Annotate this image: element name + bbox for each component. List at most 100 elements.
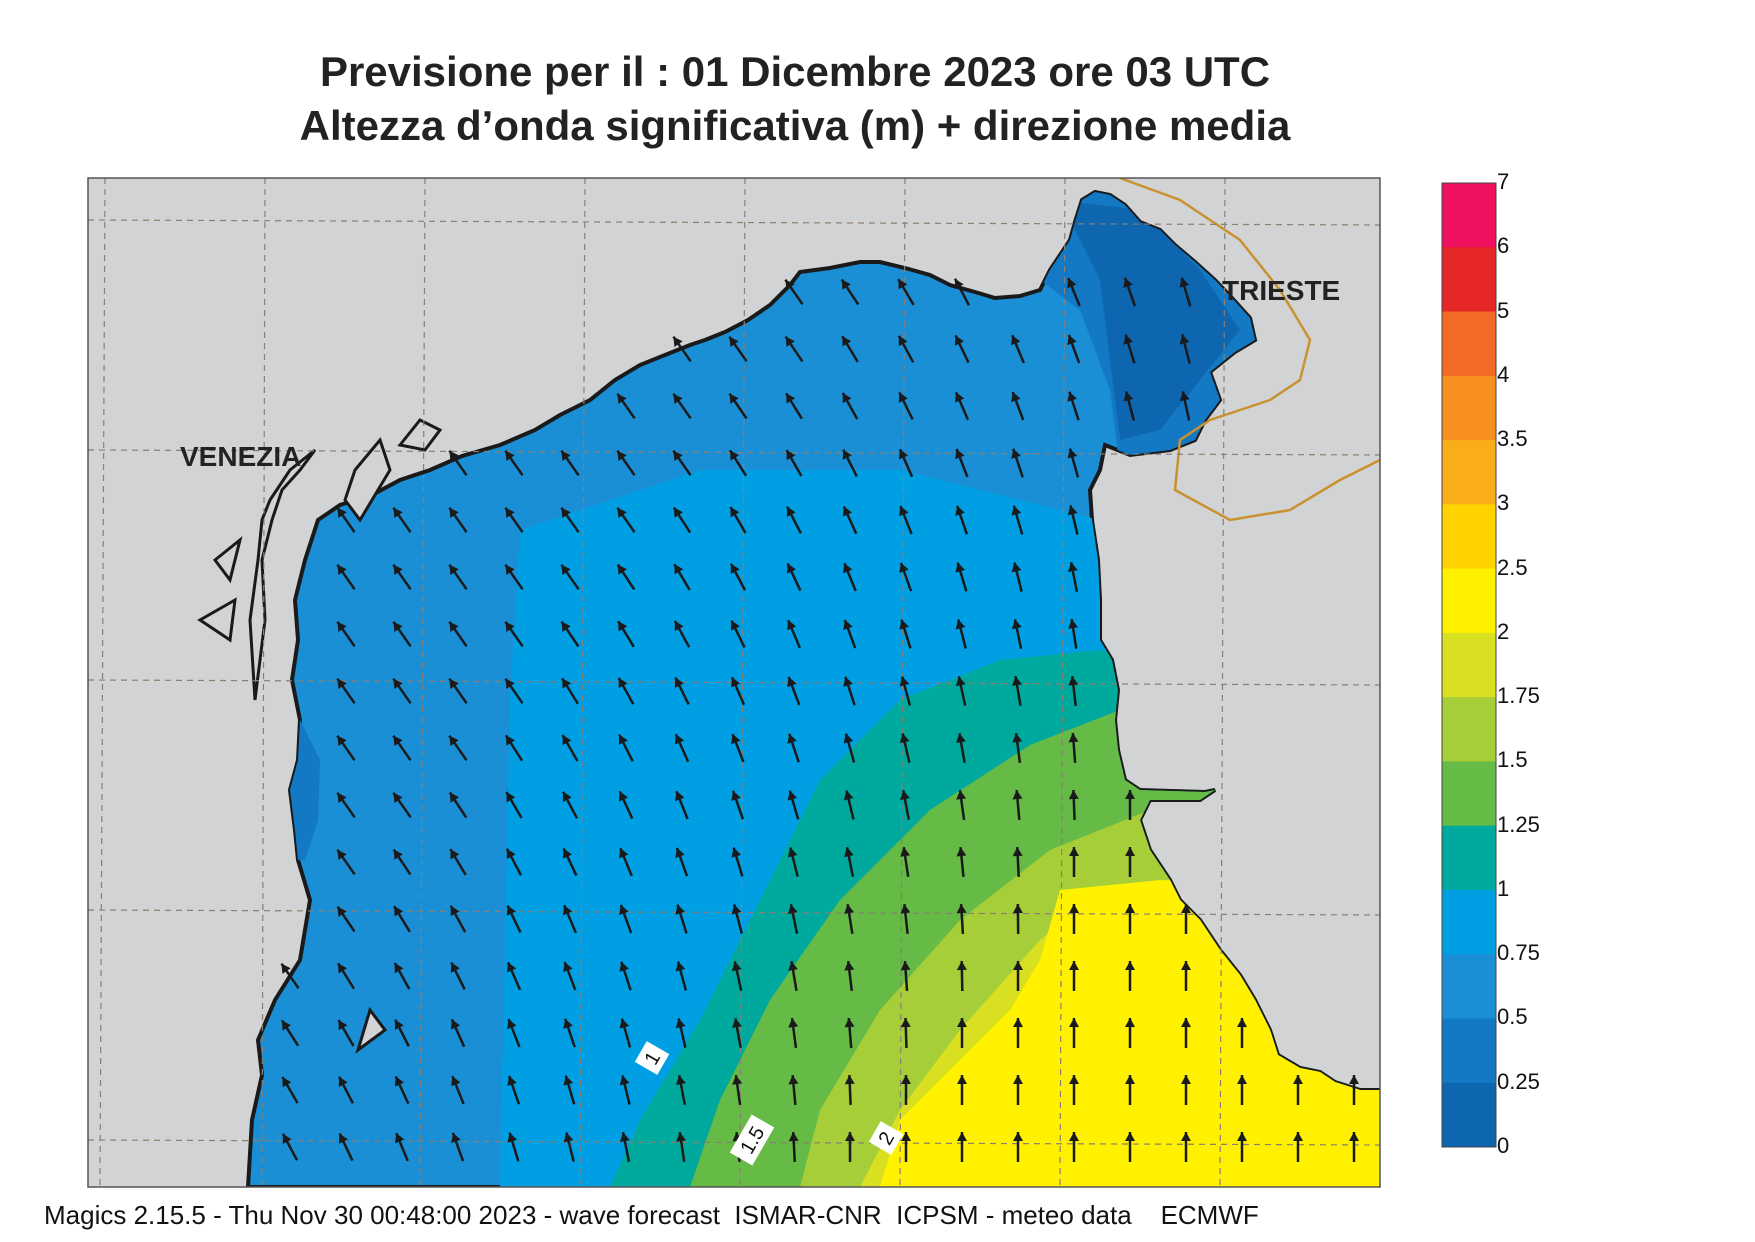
wave-arrow-head: [1179, 277, 1190, 288]
wave-arrow-head: [898, 335, 908, 347]
wave-arrow-head: [1125, 1132, 1135, 1141]
wave-arrow-head: [788, 1018, 799, 1028]
wave-arrow-head: [337, 621, 347, 632]
wave-arrow-head: [731, 734, 741, 745]
legend-swatch: [1442, 568, 1496, 634]
wave-arrow-head: [393, 792, 403, 803]
wave-arrow-head: [1012, 676, 1022, 686]
wave-arrow-head: [844, 1132, 855, 1142]
wave-arrow-head: [619, 1075, 630, 1086]
wave-arrow-head: [898, 392, 908, 403]
wave-arrow-head: [842, 449, 852, 460]
wave-arrow-head: [337, 849, 347, 860]
wave-arrow-head: [451, 1076, 461, 1087]
wave-arrow-head: [507, 1132, 518, 1143]
wave-arrow-head: [394, 962, 404, 974]
legend-swatch: [1442, 1018, 1496, 1084]
wave-arrow-head: [561, 621, 571, 632]
wave-arrow-head: [900, 1018, 911, 1028]
wave-arrow-head: [843, 733, 854, 744]
wave-arrow-head: [1125, 961, 1135, 970]
wave-arrow-head: [841, 279, 851, 290]
wave-arrow-head: [449, 678, 459, 689]
wave-arrow-head: [954, 335, 964, 346]
legend-label: 0.5: [1497, 1004, 1528, 1030]
map-area: 1 1.5 2 VENEZIA TRIESTE: [88, 178, 1380, 1187]
wave-arrow-head: [1069, 847, 1079, 856]
legend-label: 1.5: [1497, 747, 1528, 773]
wave-arrow-head: [899, 506, 909, 517]
wave-arrow-head: [731, 904, 742, 915]
wave-arrow-head: [844, 1018, 855, 1028]
wave-arrow-head: [1123, 391, 1134, 402]
wave-arrow-head: [1011, 391, 1021, 403]
wave-arrow-head: [955, 619, 966, 630]
wave-arrow-head: [675, 1075, 686, 1086]
wave-arrow-head: [730, 563, 740, 575]
wave-arrow-head: [730, 507, 740, 518]
wave-arrow-head: [729, 393, 739, 404]
contour-label-2: 2: [868, 1121, 904, 1155]
legend-label: 1.25: [1497, 811, 1540, 837]
wave-arrow-head: [786, 449, 796, 461]
forecast-subtitle: Altezza d’onda significativa (m) + direz…: [299, 102, 1291, 149]
wave-arrow-head: [449, 735, 459, 746]
wave-arrow-head: [898, 279, 908, 290]
wave-arrow-head: [449, 450, 459, 461]
wave-arrow-head: [506, 905, 516, 916]
wave-arrow-head: [281, 963, 291, 974]
wave-arrow-head: [844, 1075, 855, 1085]
legend-label: 7: [1497, 169, 1510, 194]
wave-arrow-head: [786, 563, 796, 574]
legend-swatch: [1442, 311, 1496, 377]
legend-swatch: [1442, 889, 1496, 955]
wave-arrow-head: [1125, 1075, 1135, 1084]
wave-arrow-head: [674, 677, 684, 688]
wave-arrow-head: [1011, 619, 1022, 630]
wave-arrow-head: [787, 904, 798, 915]
wave-arrow-head: [450, 962, 460, 973]
wave-arrow-head: [787, 676, 797, 688]
wave-arrow-head: [1013, 961, 1023, 970]
wave-arrow-head: [507, 1075, 517, 1086]
wave-arrow-head: [563, 1075, 574, 1086]
wave-arrow-head: [563, 1018, 573, 1029]
wave-arrow-head: [843, 847, 854, 858]
wave-arrow-head: [675, 1018, 686, 1029]
wave-arrow-head: [787, 620, 797, 631]
wave-arrow-head: [1069, 1018, 1079, 1027]
wave-arrow-head: [901, 1075, 911, 1084]
footer-credits: Magics 2.15.5 - Thu Nov 30 00:48:00 2023…: [44, 1200, 1259, 1230]
wave-arrow-head: [673, 336, 683, 347]
wave-arrow-head: [617, 564, 627, 575]
wave-arrow-head: [561, 564, 571, 575]
wave-arrow-head: [282, 1133, 292, 1145]
color-legend: [1441, 182, 1497, 1148]
wave-arrow-head: [673, 450, 683, 461]
wave-arrow-head: [731, 790, 741, 801]
wave-arrow-head: [505, 564, 515, 575]
legend-swatch: [1442, 247, 1496, 313]
wave-arrow-head: [394, 906, 404, 917]
wave-arrow-head: [1012, 847, 1023, 857]
wave-arrow-head: [619, 904, 629, 916]
wave-arrow-head: [282, 1077, 292, 1088]
wave-arrow-head: [785, 336, 795, 347]
legend-label: 3.5: [1497, 426, 1528, 452]
wave-arrow-head: [449, 792, 459, 803]
wave-arrow-head: [506, 792, 516, 803]
wave-arrow-head: [1011, 505, 1022, 516]
wave-arrow-head: [505, 621, 515, 632]
wave-arrow-head: [1123, 334, 1134, 345]
wave-arrow-head: [1013, 1075, 1023, 1084]
wave-arrow-head: [1067, 278, 1077, 289]
wave-arrow-head: [731, 961, 742, 972]
wave-arrow-head: [675, 791, 685, 802]
wave-arrow-head: [1293, 1075, 1303, 1084]
wave-arrow-head: [673, 507, 683, 518]
wave-arrow-head: [1011, 448, 1021, 459]
wave-arrow-head: [337, 507, 347, 518]
wave-arrow-head: [899, 676, 910, 687]
legend-label: 3: [1497, 490, 1510, 516]
legend-label: 0.25: [1497, 1068, 1540, 1094]
